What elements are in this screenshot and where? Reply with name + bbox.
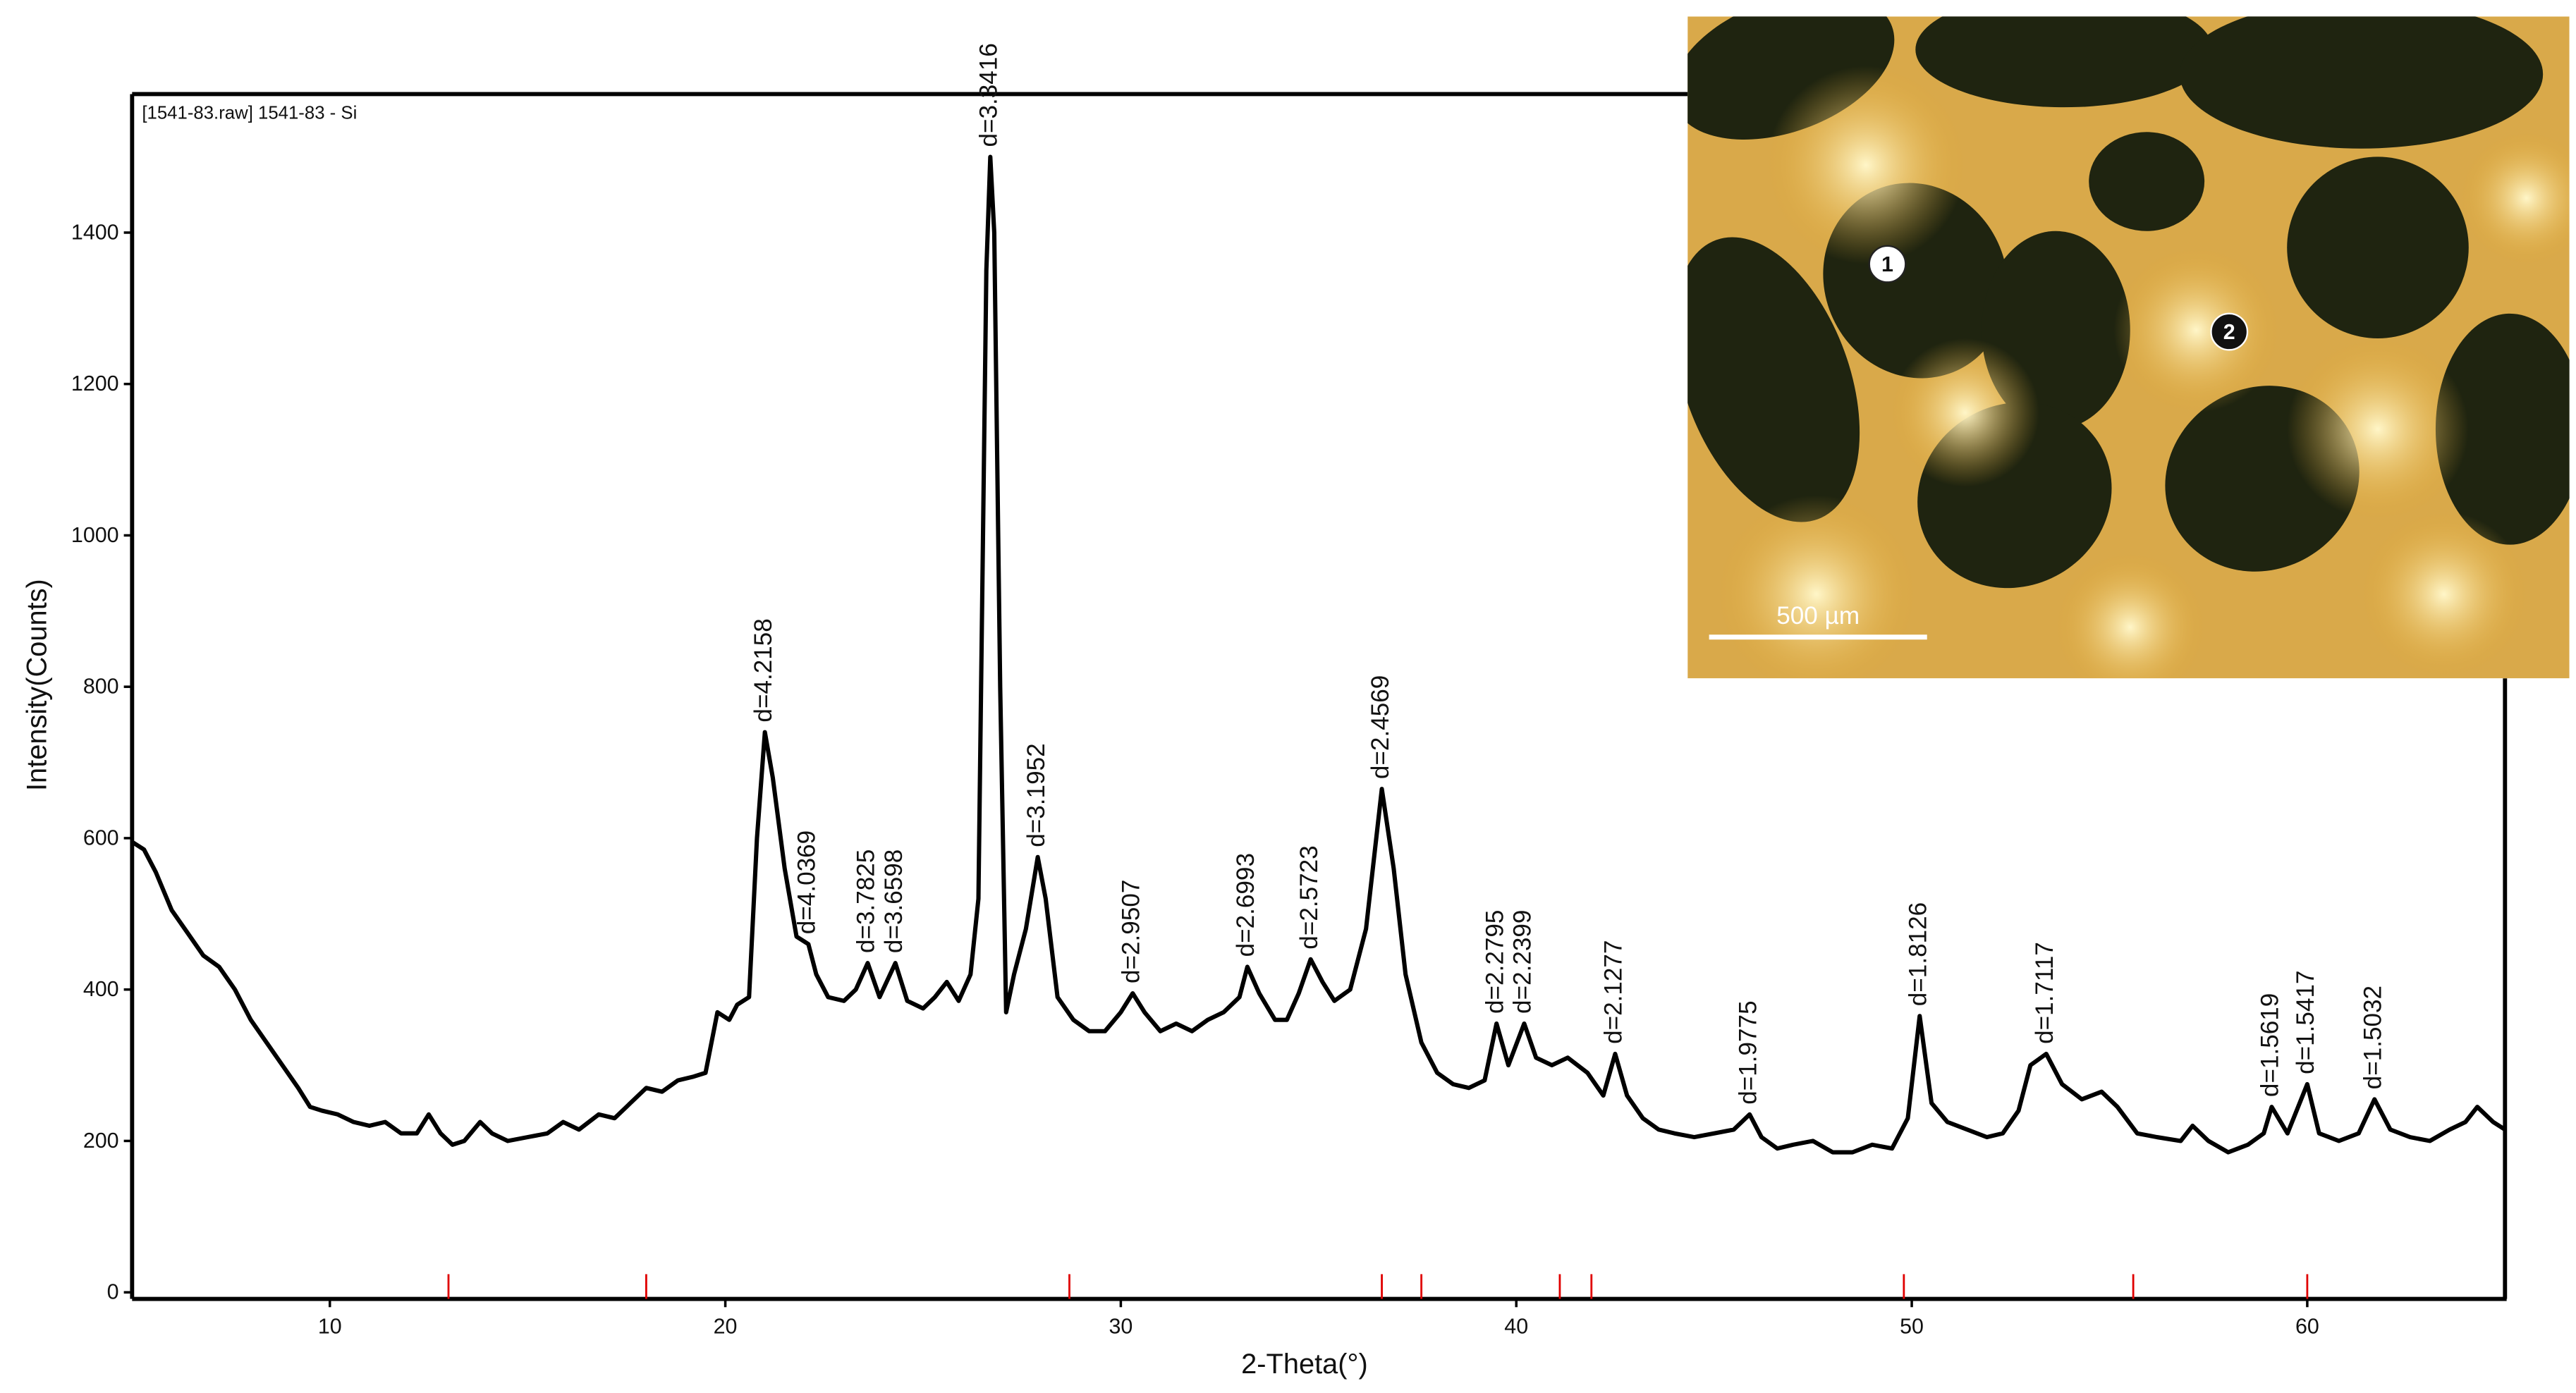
bright-grains <box>1717 66 2570 679</box>
chart-title: [1541-83.raw] 1541-83 - Si <box>142 104 357 123</box>
y-tick-label: 200 <box>83 1129 119 1153</box>
marker-circle <box>1868 245 1907 283</box>
peak-label: d=1.5032 <box>2360 986 2387 1089</box>
peak-label: d=2.1277 <box>1600 940 1628 1044</box>
peak-label: d=2.2399 <box>1509 910 1537 1014</box>
data-line <box>130 154 2506 1155</box>
y-tick-label: 1200 <box>71 372 119 395</box>
x-tick-label: 10 <box>318 1315 342 1339</box>
marker-label: 2 <box>2223 320 2235 344</box>
y-tick-label: 400 <box>83 977 119 1001</box>
y-tick-label: 1000 <box>71 523 119 547</box>
y-tick-label: 0 <box>107 1280 119 1304</box>
axes <box>130 92 2508 1301</box>
peak-label: d=1.5417 <box>2292 970 2319 1074</box>
peak-label: d=1.7117 <box>2031 942 2058 1044</box>
y-tick-label: 1400 <box>71 220 119 244</box>
y-axis-label: Intensity(Counts) <box>22 579 53 791</box>
peak-label: d=4.0369 <box>793 830 821 934</box>
peak-label: d=3.6598 <box>880 849 908 953</box>
y-tick-label: 600 <box>83 826 119 849</box>
x-tick-label: 30 <box>1109 1315 1133 1339</box>
x-tick-label: 20 <box>714 1315 738 1339</box>
marker-circle <box>2210 312 2249 351</box>
x-tick-label: 60 <box>2295 1315 2319 1339</box>
peak-label: d=2.4569 <box>1367 675 1394 779</box>
peak-label: d=2.9507 <box>1118 880 1145 983</box>
peak-label: d=2.5723 <box>1295 845 1323 949</box>
peak-label: d=2.2795 <box>1481 910 1508 1014</box>
peak-label: d=1.5619 <box>2257 993 2284 1097</box>
x-axis-label: 2-Theta(°) <box>1241 1349 1368 1380</box>
peak-label: d=3.1952 <box>1023 743 1050 847</box>
peak-label: d=3.3416 <box>975 43 1003 147</box>
x-tick-label: 50 <box>1900 1315 1924 1339</box>
scale-label: 500 µm <box>1776 602 1860 630</box>
peak-label: d=2.6993 <box>1232 853 1259 957</box>
marker-label: 1 <box>1881 252 1893 276</box>
x-tick-label: 40 <box>1504 1315 1528 1339</box>
peak-label: d=1.9775 <box>1734 1000 1762 1104</box>
inset-micrograph: 1 2 500 µm <box>1687 16 2570 679</box>
y-tick-label: 800 <box>83 675 119 699</box>
peak-label: d=1.8126 <box>1905 902 1932 1006</box>
peak-label: d=3.7825 <box>853 849 880 953</box>
peak-label: d=4.2158 <box>750 618 777 722</box>
